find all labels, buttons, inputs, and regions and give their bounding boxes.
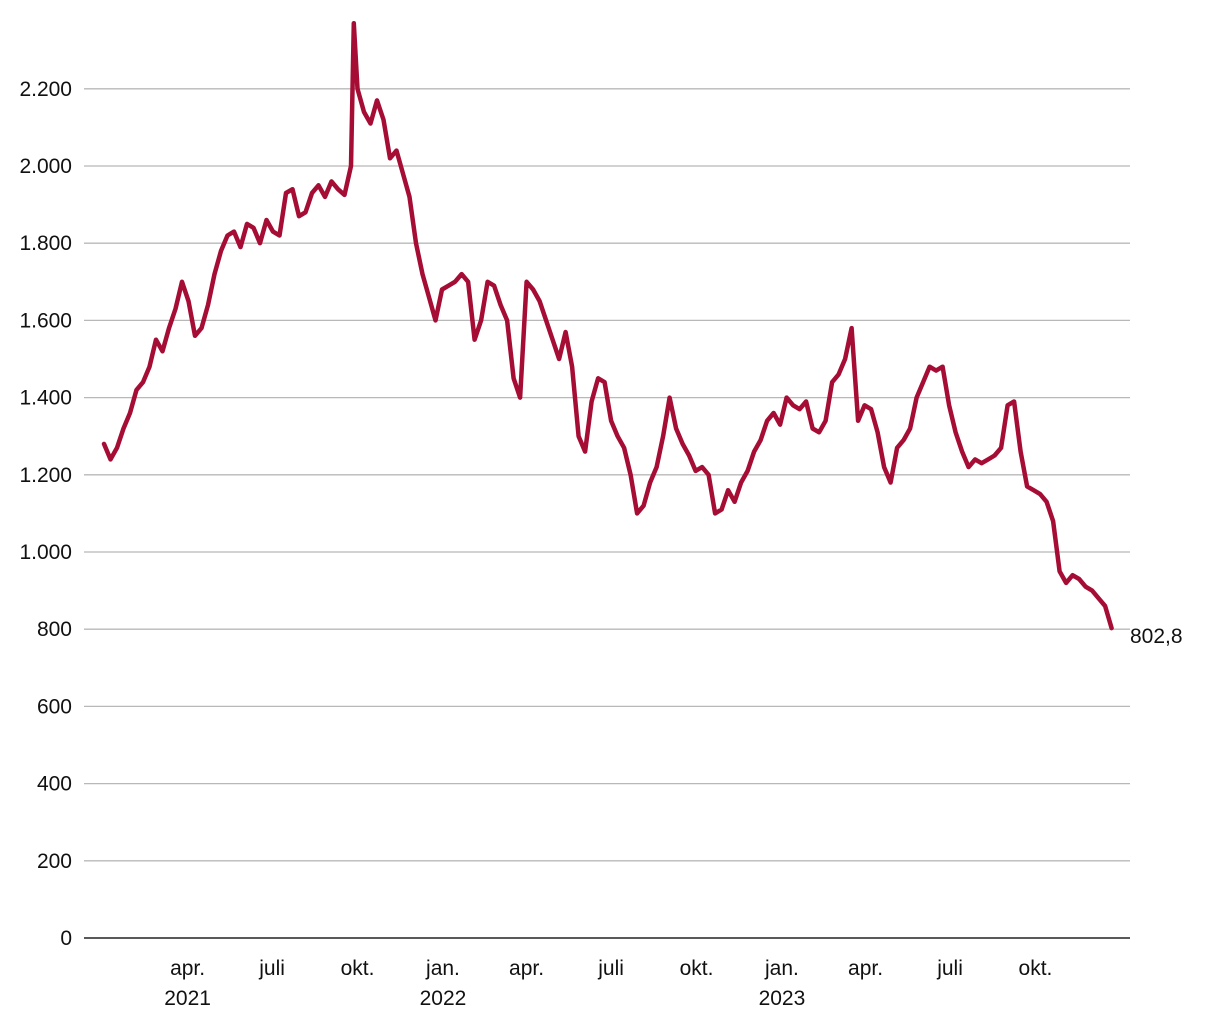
- y-tick-label: 1.800: [19, 232, 72, 255]
- series-line: [101, 20, 1114, 631]
- x-tick-label: jan.: [764, 957, 799, 980]
- x-tick-label: jan.: [425, 957, 460, 980]
- x-tick-label: okt.: [680, 957, 714, 980]
- x-year-label: 2023: [759, 987, 806, 1010]
- x-tick-label: juli: [936, 957, 963, 980]
- x-tick-label: apr.: [170, 957, 205, 980]
- y-tick-label: 200: [37, 850, 72, 873]
- y-tick-label: 2.200: [19, 78, 72, 101]
- x-year-label: 2021: [164, 987, 211, 1010]
- gridlines: [84, 88, 1130, 939]
- y-axis: 0 200 400 600 800 1.000 1.200 1.400 1.600 1.800 2.…: [19, 78, 72, 950]
- y-tick-label: 600: [37, 695, 72, 718]
- y-tick-label: 0: [60, 927, 72, 950]
- x-tick-label: juli: [597, 957, 624, 980]
- x-axis: apr. 2021 juli okt. jan. 2022 apr. juli okt. jan.…: [164, 957, 1052, 1010]
- y-tick-label: 800: [37, 618, 72, 641]
- y-tick-label: 1.600: [19, 309, 72, 332]
- x-tick-label: apr.: [509, 957, 544, 980]
- x-year-label: 2022: [420, 987, 467, 1010]
- series-group: [101, 20, 1114, 631]
- x-tick-label: apr.: [848, 957, 883, 980]
- x-tick-label: okt.: [341, 957, 375, 980]
- y-tick-label: 2.000: [19, 155, 72, 178]
- x-tick-label: okt.: [1019, 957, 1053, 980]
- y-tick-label: 1.000: [19, 541, 72, 564]
- y-tick-label: 1.400: [19, 387, 72, 410]
- end-value-label: 802,8: [1130, 625, 1183, 648]
- y-tick-label: 1.200: [19, 464, 72, 487]
- x-tick-label: juli: [258, 957, 285, 980]
- y-tick-label: 400: [37, 773, 72, 796]
